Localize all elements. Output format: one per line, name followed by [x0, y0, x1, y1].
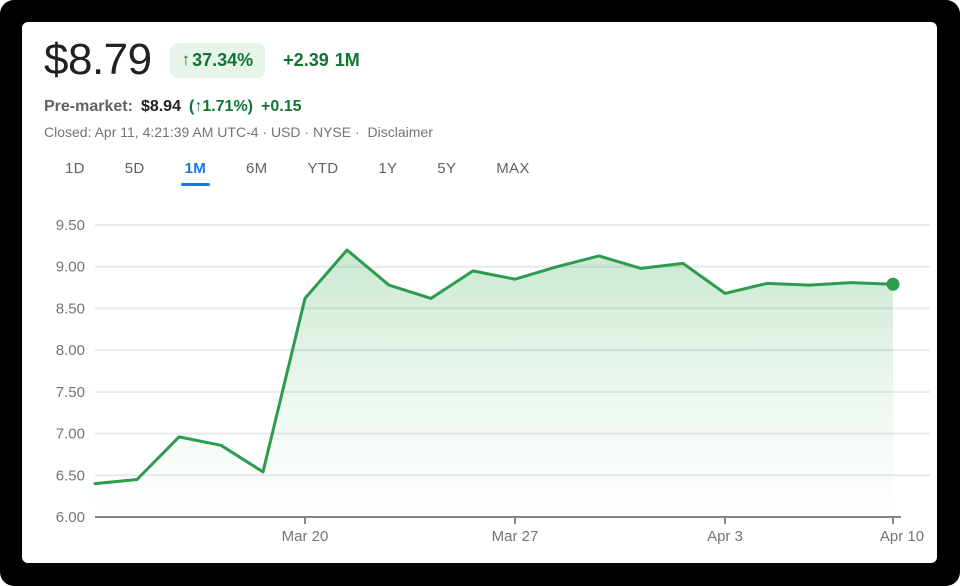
x-axis-label: Apr 3 [707, 528, 743, 545]
tab-1m[interactable]: 1M [180, 156, 211, 188]
quote-header: $8.79 ↑ 37.34% +2.39 1M Pre-market: $8.9… [22, 22, 937, 140]
up-arrow-icon: ↑ [181, 50, 191, 69]
price-row: $8.79 ↑ 37.34% +2.39 1M [44, 34, 937, 86]
time-range-tabs: 1D 5D 1M 6M YTD 1Y 5Y MAX [22, 140, 937, 188]
pre-market-percent: (↑1.71%) [188, 98, 254, 115]
y-axis-label: 9.50 [56, 217, 85, 234]
tab-5d[interactable]: 5D [124, 160, 145, 177]
x-axis-label: Mar 27 [492, 528, 539, 545]
change-amount: +2.39 [283, 49, 329, 70]
change-percent: 37.34% [192, 49, 254, 70]
tab-1d[interactable]: 1D [65, 160, 85, 177]
tab-6m[interactable]: 6M [246, 160, 268, 177]
y-axis-label: 7.00 [56, 426, 85, 443]
pre-market-change: +0.15 [261, 98, 302, 115]
x-axis-label: Apr 10 [880, 528, 924, 545]
current-price: $8.79 [44, 35, 152, 84]
price-line [93, 248, 895, 486]
y-axis-label: 7.50 [56, 384, 85, 401]
pre-market-row: Pre-market: $8.94 (↑1.71%) +0.15 [44, 98, 937, 116]
y-axis-label: 6.50 [56, 467, 85, 484]
price-area-fill [95, 250, 893, 517]
y-axis-label: 8.00 [56, 342, 85, 359]
y-axis-label: 6.00 [56, 509, 85, 526]
pre-market-label: Pre-market: [44, 98, 133, 115]
market-status-text: Closed: Apr 11, 4:21:39 AM UTC-4 · USD ·… [44, 124, 360, 140]
change-period: 1M [334, 49, 360, 70]
price-chart[interactable]: 9.50 9.00 8.50 8.00 7.50 7.00 6.50 6.00 Mar 20 Ma… [22, 22, 937, 563]
change-percent-badge: ↑ 37.34% [169, 42, 266, 78]
tab-1y[interactable]: 1Y [378, 160, 398, 177]
tab-max[interactable]: MAX [496, 160, 530, 177]
tab-ytd[interactable]: YTD [307, 160, 339, 177]
stock-quote-card: $8.79 ↑ 37.34% +2.39 1M Pre-market: $8.9… [22, 22, 937, 563]
market-status-row: Closed: Apr 11, 4:21:39 AM UTC-4 · USD ·… [44, 124, 937, 140]
y-axis-label: 8.50 [56, 300, 85, 317]
change-amount-group: +2.39 1M [283, 50, 360, 71]
x-axis-label: Mar 20 [282, 528, 329, 545]
y-axis-label: 9.00 [56, 259, 85, 276]
disclaimer-link[interactable]: Disclaimer [367, 124, 433, 140]
current-price-dot [886, 277, 900, 291]
tab-5y[interactable]: 5Y [437, 160, 457, 177]
pre-market-price: $8.94 [140, 98, 181, 115]
